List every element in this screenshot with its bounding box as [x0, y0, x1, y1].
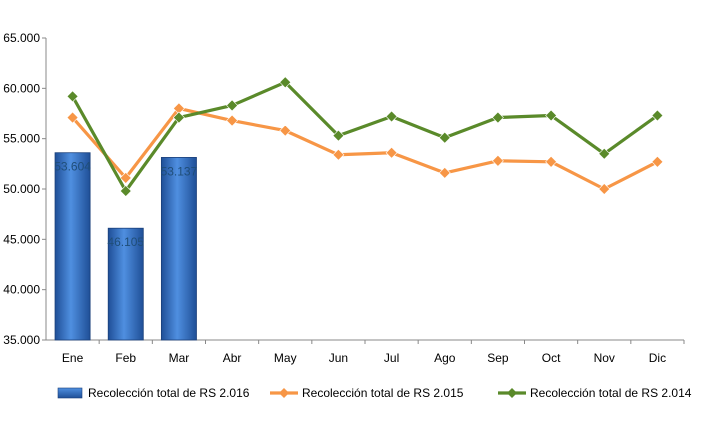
x-tick-label: Feb — [115, 351, 136, 365]
series-marker-015 — [545, 155, 558, 168]
legend-swatch-marker-015 — [279, 388, 289, 398]
x-tick-label: Dic — [649, 351, 666, 365]
series-marker-014 — [172, 111, 185, 124]
series-marker-014 — [332, 129, 345, 142]
series-marker-014 — [119, 185, 132, 197]
legend-swatch-marker-014 — [507, 388, 517, 398]
x-tick-label: Ene — [62, 351, 84, 365]
series-marker-015 — [226, 114, 239, 127]
series-line-014 — [71, 80, 659, 193]
bar-2016 — [54, 152, 91, 341]
x-tick-label: Ago — [434, 351, 456, 365]
legend-label-016: Recolección total de RS 2.016 — [88, 386, 250, 400]
legend-label-014: Recolección total de RS 2.014 — [530, 386, 692, 400]
series-marker-014 — [491, 111, 504, 124]
plot-area: 35.000 40.000 45.000 50.000 55.000 60.000 65.0… — [3, 31, 685, 365]
y-tick-label: 40.000 — [3, 283, 40, 297]
series-marker-014 — [66, 90, 79, 103]
x-tick-label: Nov — [594, 351, 615, 365]
series-marker-015 — [332, 148, 345, 161]
series-marker-015 — [119, 172, 132, 184]
bar-2016 — [160, 157, 197, 341]
x-tick-label: Oct — [542, 351, 561, 365]
bar-data-label: 53.604 — [54, 160, 91, 174]
series-marker-014 — [438, 131, 451, 144]
x-tick-label: Jul — [384, 351, 399, 365]
series-marker-015 — [651, 155, 664, 168]
x-tick-label: Jun — [329, 351, 348, 365]
x-tick-label: Abr — [223, 351, 242, 365]
bar-data-label: 53.137 — [161, 164, 198, 178]
series-marker-014 — [226, 99, 239, 112]
x-tick-label: May — [274, 351, 297, 365]
series-marker-015 — [385, 146, 398, 159]
series-marker-014 — [598, 147, 611, 160]
series-marker-015 — [598, 183, 611, 195]
bar-data-label: 46.105 — [107, 235, 144, 249]
x-tick-label: Sep — [487, 351, 509, 365]
y-tick-label: 55.000 — [3, 132, 40, 146]
series-marker-015 — [66, 111, 79, 124]
series-marker-015 — [279, 124, 292, 137]
series-marker-014 — [545, 109, 558, 122]
y-tick-label: 45.000 — [3, 232, 40, 246]
series-line-015 — [71, 106, 659, 191]
series-marker-014 — [651, 109, 664, 122]
series-marker-015 — [438, 166, 451, 179]
bar-2016 — [107, 227, 144, 341]
series-marker-014 — [279, 76, 292, 89]
y-tick-label: 60.000 — [3, 81, 40, 95]
y-tick-label: 50.000 — [3, 182, 40, 196]
legend-label-015: Recolección total de RS 2.015 — [302, 386, 464, 400]
series-marker-014 — [385, 110, 398, 123]
legend: Recolección total de RS 2.016 Recolección… — [57, 386, 692, 400]
series-marker-015 — [491, 154, 504, 167]
y-tick-label: 35.000 — [3, 333, 40, 347]
x-tick-label: Mar — [169, 351, 190, 365]
y-tick-label: 65.000 — [3, 31, 40, 45]
legend-swatch-016 — [57, 387, 83, 399]
